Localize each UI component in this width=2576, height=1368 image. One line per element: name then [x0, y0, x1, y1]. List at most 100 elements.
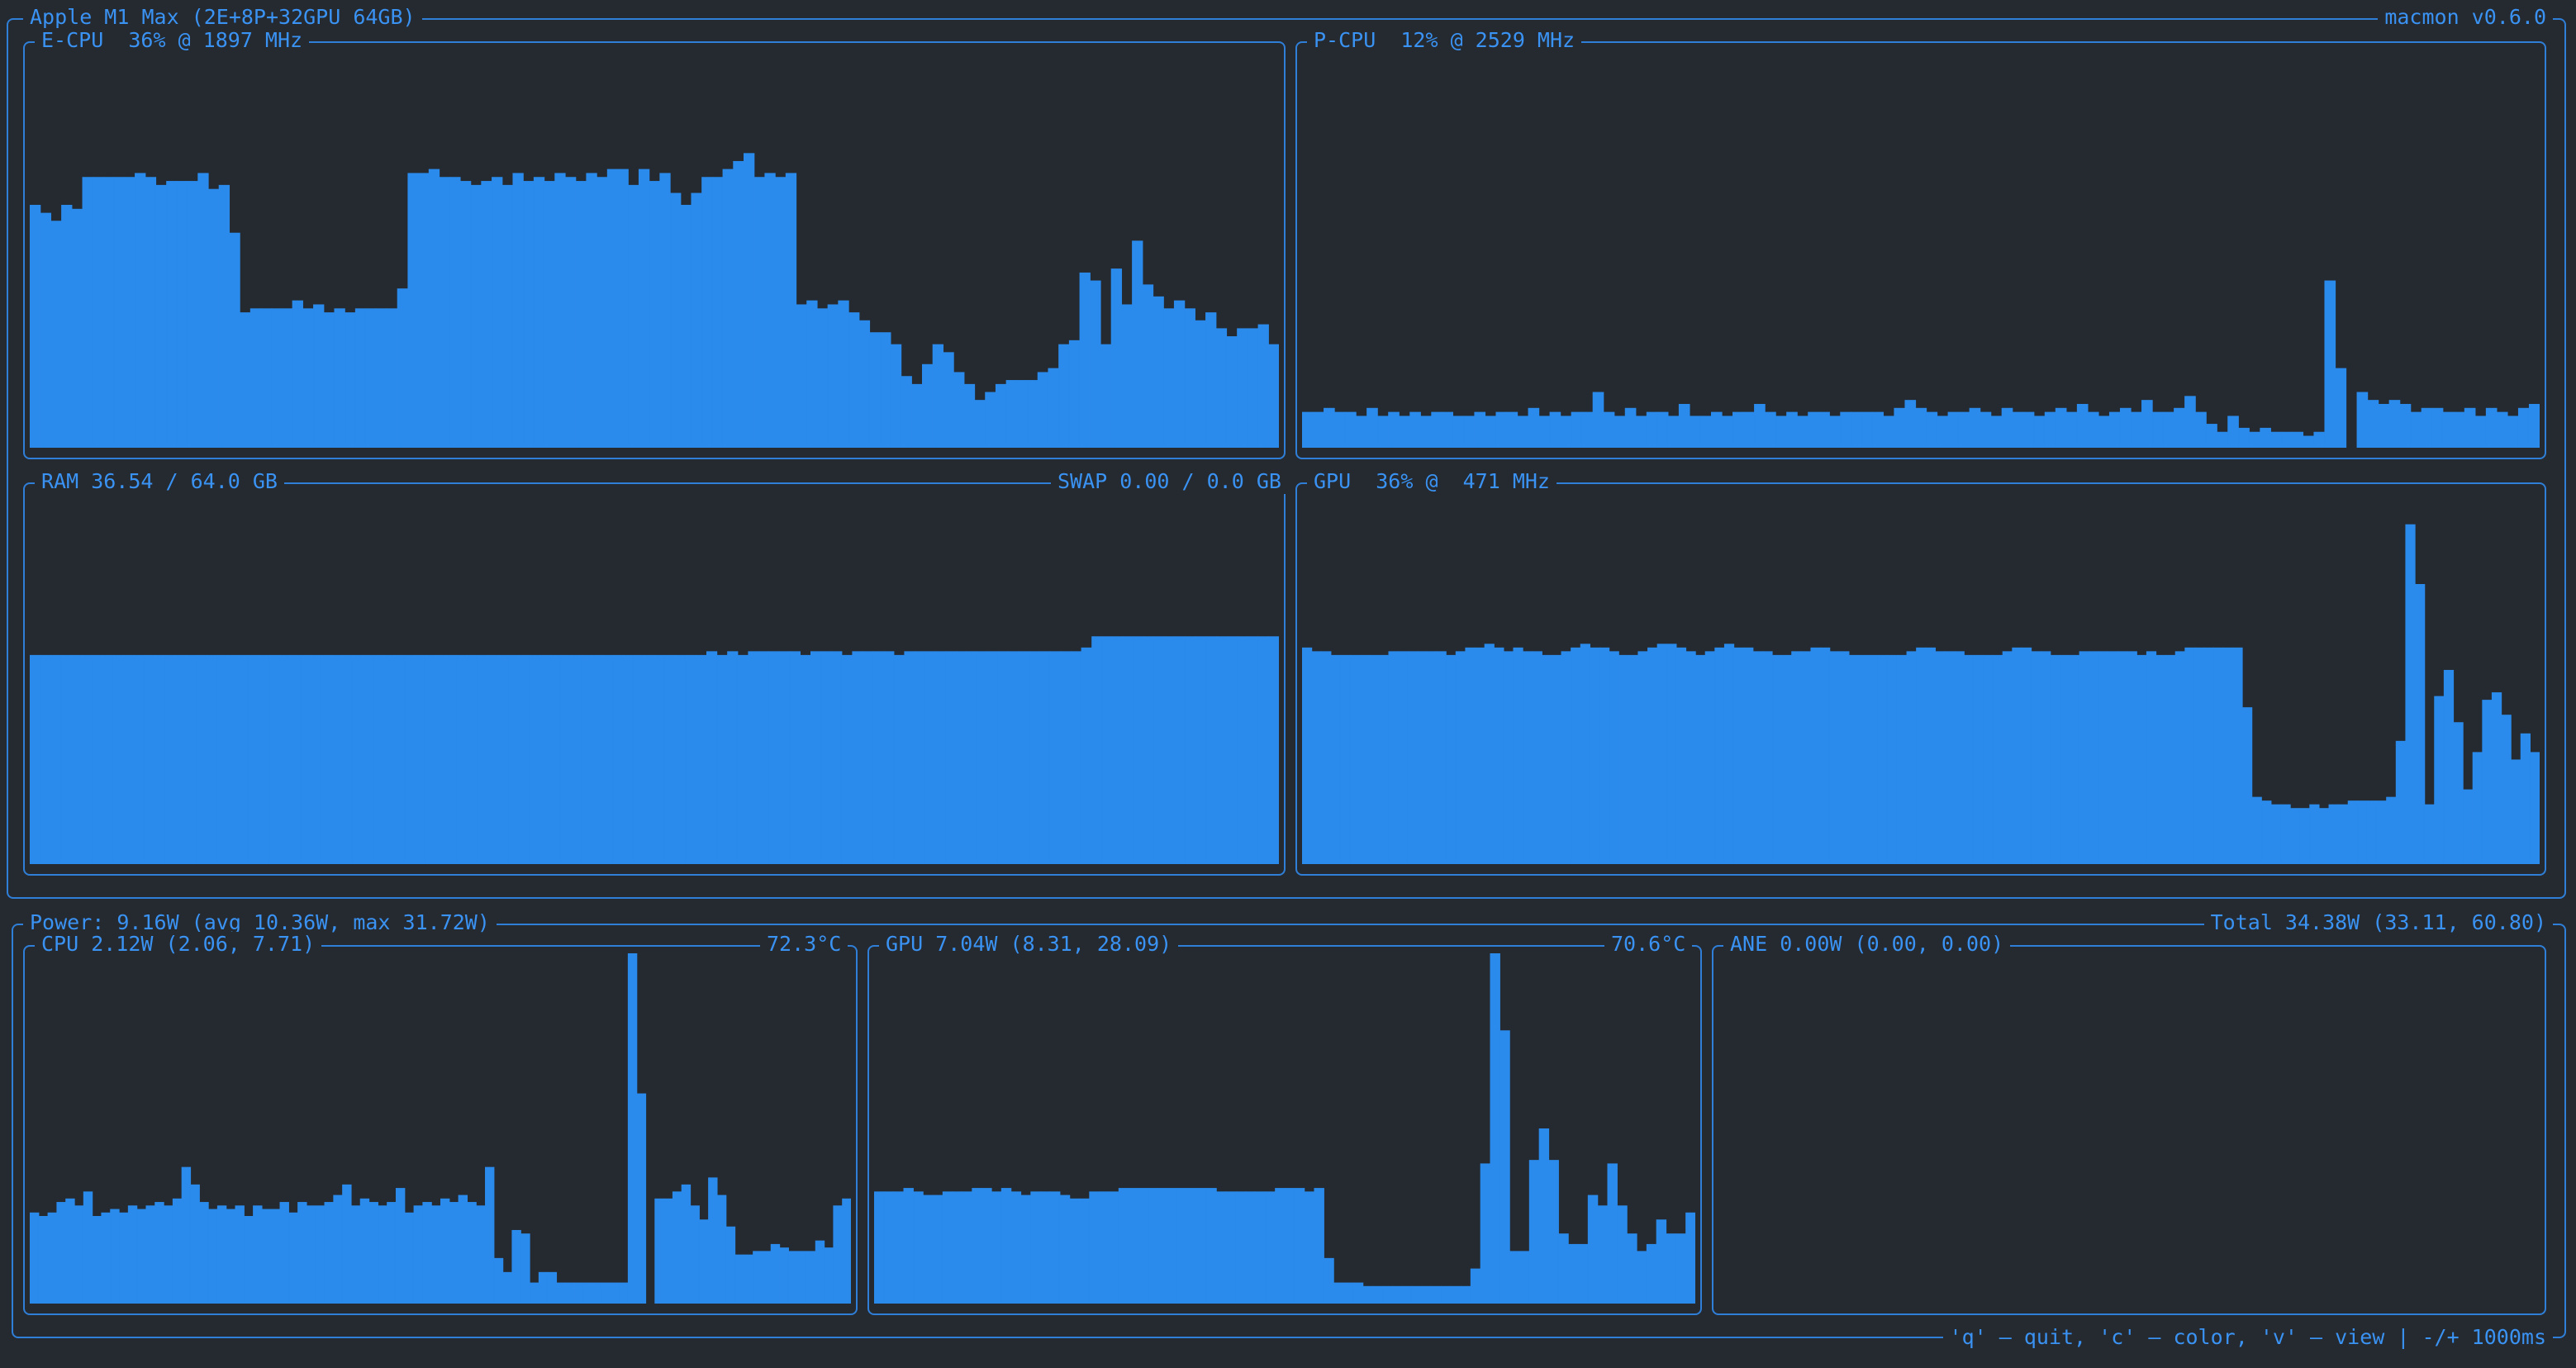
history-bar: [723, 169, 734, 448]
history-bar: [2163, 412, 2174, 448]
history-bar: [2032, 651, 2041, 864]
history-bar: [539, 655, 550, 864]
history-bar: [345, 312, 355, 448]
history-bar: [735, 1255, 744, 1304]
history-bar: [429, 169, 440, 448]
history-bar: [796, 304, 807, 448]
history-bar: [1314, 1188, 1324, 1304]
history-bar: [1791, 651, 1801, 864]
history-bar: [2379, 404, 2390, 448]
history-bar: [665, 655, 676, 864]
history-bar: [1446, 655, 1456, 864]
history-bar: [744, 1255, 753, 1304]
history-bar: [1461, 1286, 1471, 1304]
app-version: macmon v0.6.0: [2378, 5, 2553, 30]
history-bar: [2232, 648, 2242, 864]
history-bar: [48, 1213, 57, 1304]
ecpu-chart-svg: [30, 50, 1279, 448]
history-bar: [244, 1216, 253, 1304]
history-bar: [583, 1283, 592, 1304]
history-bar: [628, 953, 637, 1304]
history-bar: [1060, 651, 1071, 864]
history-bar: [769, 651, 780, 864]
history-bar: [2260, 428, 2271, 448]
history-bar: [137, 1209, 146, 1304]
history-bar: [1507, 412, 1519, 448]
ecpu-chart: [30, 50, 1279, 448]
history-bar: [290, 655, 301, 864]
history-bar: [1237, 328, 1248, 448]
gpu-chart-svg: [1302, 491, 2540, 864]
history-bar: [2089, 651, 2098, 864]
history-bar: [1485, 644, 1495, 864]
history-bar: [1568, 1244, 1578, 1304]
history-bar: [2141, 400, 2153, 448]
history-bar: [1840, 412, 1851, 448]
history-bar: [154, 1202, 164, 1304]
history-bar: [165, 655, 176, 864]
history-bar: [1205, 312, 1216, 448]
history-bar: [1080, 1199, 1090, 1304]
history-bar: [1915, 408, 1927, 448]
history-bar: [134, 655, 145, 864]
history-bar: [378, 1205, 387, 1304]
history-bar: [1614, 416, 1626, 448]
history-bar: [2475, 416, 2487, 448]
history-bar: [1907, 651, 1917, 864]
history-bar: [873, 651, 884, 864]
history-bar: [1248, 636, 1258, 864]
history-bar: [324, 312, 335, 448]
history-bar: [753, 1251, 762, 1304]
history-bar: [717, 655, 728, 864]
history-bar: [269, 655, 280, 864]
history-bar: [1343, 1283, 1353, 1304]
history-bar: [2518, 408, 2530, 448]
history-bar: [1382, 1286, 1392, 1304]
history-bar: [863, 651, 873, 864]
history-bar: [1542, 655, 1552, 864]
history-bar: [1197, 1188, 1207, 1304]
history-bar: [1373, 1286, 1383, 1304]
history-bar: [1157, 1188, 1167, 1304]
history-bar: [217, 1205, 226, 1304]
history-bar: [815, 1241, 825, 1304]
history-bar: [967, 651, 977, 864]
history-bar: [712, 177, 723, 448]
history-bar: [155, 185, 166, 448]
history-bar: [1617, 1205, 1627, 1304]
history-bar: [261, 308, 272, 448]
history-bar: [1019, 651, 1029, 864]
history-bar: [1366, 408, 1378, 448]
history-bar: [1686, 651, 1696, 864]
history-bar: [1550, 412, 1561, 448]
history-bar: [2303, 436, 2314, 448]
history-bar: [1029, 651, 1040, 864]
history-bar: [471, 185, 482, 448]
history-bar: [1185, 308, 1195, 448]
history-bar: [2425, 805, 2435, 864]
history-bar: [817, 308, 828, 448]
history-bar: [586, 173, 596, 448]
history-bar: [1765, 412, 1776, 448]
history-bar: [2184, 648, 2194, 864]
history-bar: [654, 655, 665, 864]
system-title: Apple M1 Max (2E+8P+32GPU 64GB): [23, 5, 422, 30]
history-bar: [1839, 651, 1849, 864]
history-bar: [355, 308, 366, 448]
history-bar: [414, 1205, 423, 1304]
history-bar: [1369, 655, 1379, 864]
history-bar: [93, 655, 103, 864]
history-bar: [1647, 412, 1658, 448]
history-bar: [459, 1195, 468, 1304]
history-bar: [1955, 651, 1965, 864]
history-bar: [313, 304, 324, 448]
ane-power-chart: [1718, 953, 2540, 1304]
history-bar: [1533, 651, 1542, 864]
history-bar: [1588, 1195, 1598, 1304]
history-bar: [1437, 651, 1447, 864]
history-bar: [1604, 412, 1615, 448]
history-bar: [691, 1205, 700, 1304]
history-bar: [1561, 416, 1572, 448]
history-bar: [842, 655, 853, 864]
ane-power-chart-svg: [1718, 953, 2540, 1304]
